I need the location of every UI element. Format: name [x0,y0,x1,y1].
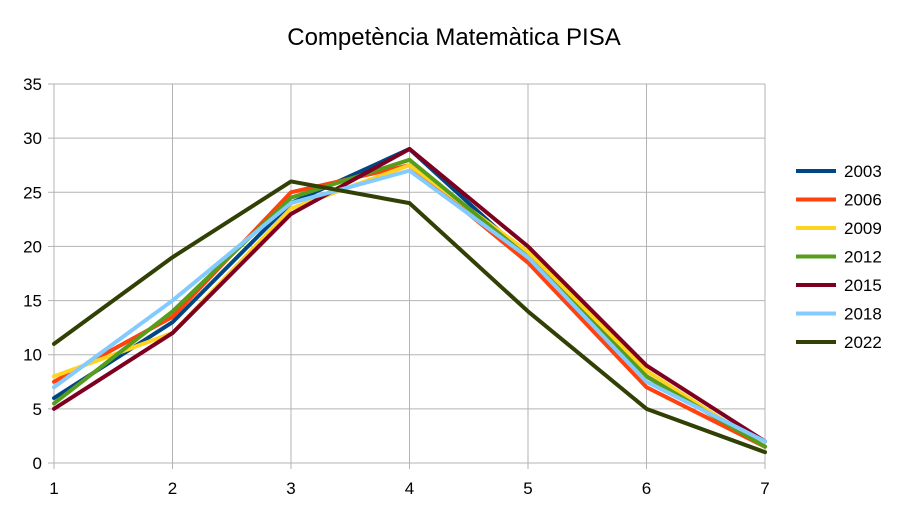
legend-label-2022: 2022 [844,333,882,352]
y-tick-label: 30 [23,129,42,148]
chart-title: Competència Matemàtica PISA [287,24,621,51]
y-tick-label: 5 [33,400,42,419]
y-tick-label: 25 [23,183,42,202]
legend-label-2009: 2009 [844,219,882,238]
series-line-2018 [52,168,767,444]
legend: 2003 2006 2009 2012 2015 2018 2022 [796,162,882,352]
x-tick-label: 2 [168,479,177,498]
series-line-2012 [52,157,767,449]
x-tick-label: 7 [760,479,769,498]
legend-label-2012: 2012 [844,248,882,267]
x-tick-label: 5 [523,479,532,498]
x-tick-label: 4 [405,479,414,498]
y-tick-label: 10 [23,346,42,365]
y-tick-label: 0 [33,454,42,473]
y-tick-label: 20 [23,237,42,256]
legend-label-2015: 2015 [844,276,882,295]
series-line-2022 [52,179,767,455]
legend-label-2003: 2003 [844,162,882,181]
x-tick-label: 1 [49,479,58,498]
series-line-2015 [52,146,767,444]
series-lines [52,146,767,455]
x-tick-label: 3 [286,479,295,498]
grid-lines [53,83,766,464]
axes: 0 5 10 15 20 25 30 35 1 2 3 4 5 6 7 [23,75,770,498]
legend-label-2018: 2018 [844,305,882,324]
legend-label-2006: 2006 [844,191,882,210]
y-tick-label: 15 [23,292,42,311]
y-tick-label: 35 [23,75,42,94]
x-tick-label: 6 [642,479,651,498]
